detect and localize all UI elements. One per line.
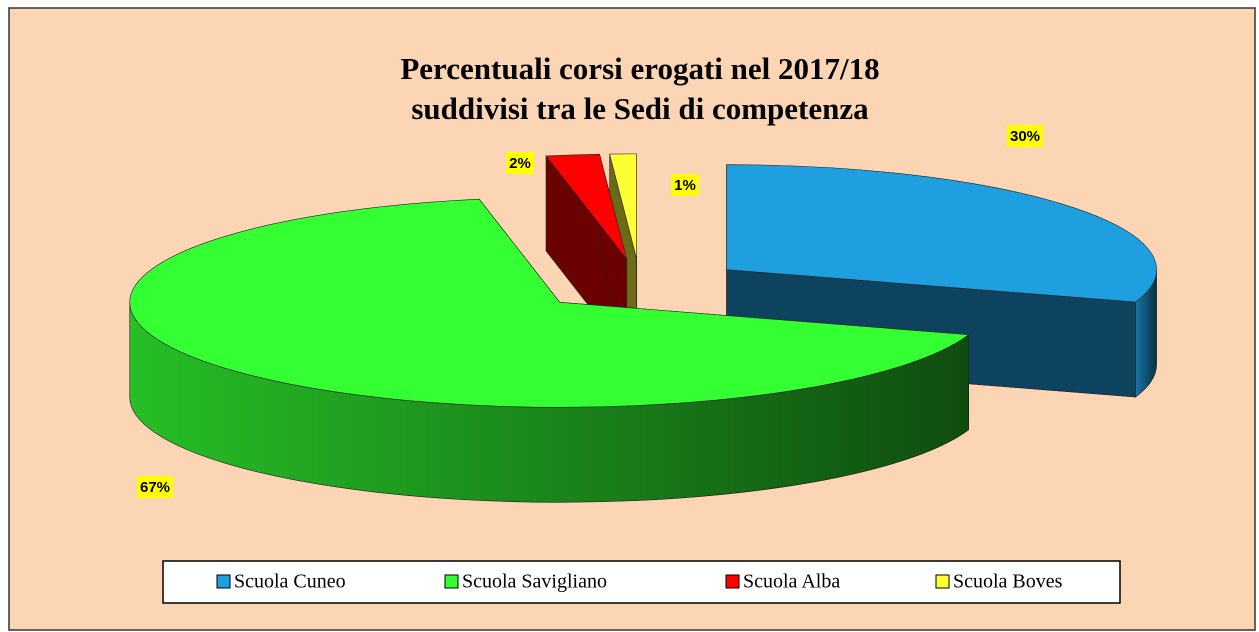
- legend-swatch: [444, 574, 459, 589]
- value-label: 2%: [509, 155, 531, 172]
- slice-side-shade: [129, 302, 969, 503]
- chart-title: suddivisi tra le Sedi di competenza: [411, 91, 869, 126]
- legend-label: Scuola Alba: [743, 571, 840, 593]
- legend-label: Scuola Cuneo: [234, 571, 346, 593]
- value-label-bg: [506, 152, 534, 174]
- chart-title: Percentuali corsi erogati nel 2017/18: [400, 51, 879, 86]
- slice: [129, 198, 970, 408]
- legend: Scuola Cuneo Scuola Savigliano Scuola Alba…: [216, 571, 1063, 593]
- value-label-bg: [136, 476, 174, 498]
- legend-swatch: [216, 574, 231, 589]
- value-label-bg: [1006, 125, 1044, 147]
- legend-box: [162, 560, 1121, 604]
- legend-swatch: [935, 574, 950, 589]
- slice-side-shade: [1135, 269, 1157, 398]
- legend-label: Scuola Savigliano: [462, 571, 607, 593]
- value-label: 67%: [140, 479, 170, 496]
- value-label-bg: [671, 174, 699, 196]
- legend-swatch: [725, 574, 740, 589]
- slice: [609, 153, 637, 259]
- slice: [545, 153, 627, 260]
- value-label: 1%: [674, 177, 696, 194]
- legend-label: Scuola Boves: [953, 571, 1063, 593]
- value-label: 30%: [1010, 128, 1040, 145]
- slice: [726, 164, 1157, 303]
- pie: 30% 67% 2% 1%: [129, 125, 1157, 503]
